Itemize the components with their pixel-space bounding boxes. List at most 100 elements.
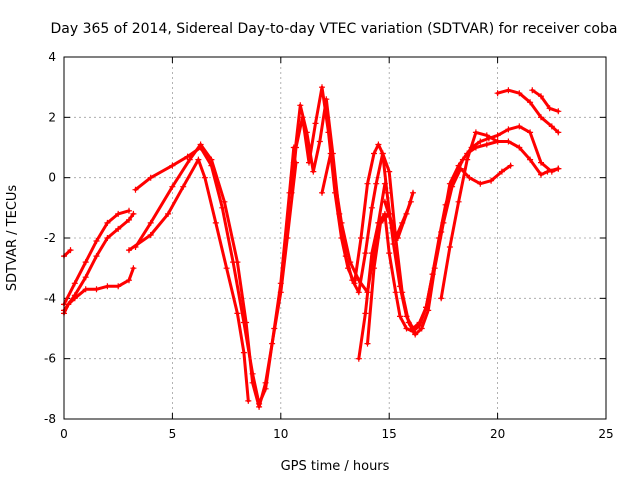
- data-point-marker: [115, 210, 122, 217]
- data-point-marker: [147, 219, 154, 226]
- data-point-marker: [262, 379, 269, 386]
- series-trace: [439, 130, 500, 300]
- data-point-marker: [316, 138, 323, 145]
- data-point-marker: [221, 198, 228, 205]
- data-point-marker: [494, 90, 501, 97]
- data-point-marker: [327, 150, 334, 157]
- data-point-marker: [82, 259, 89, 266]
- data-point-marker: [303, 129, 310, 136]
- data-point-marker: [494, 132, 501, 139]
- y-tick-label: 0: [48, 171, 56, 185]
- data-point-marker: [249, 379, 256, 386]
- y-tick-label: -8: [44, 412, 56, 426]
- series-trace: [357, 124, 560, 361]
- data-point-marker: [284, 235, 291, 241]
- data-point-marker: [201, 174, 208, 181]
- data-point-marker: [319, 189, 325, 196]
- data-point-marker: [245, 397, 252, 404]
- data-point-marker: [355, 355, 362, 362]
- data-point-marker: [364, 180, 371, 187]
- data-point-marker: [483, 141, 490, 148]
- series-1: [61, 210, 137, 314]
- data-point-marker: [104, 283, 111, 290]
- data-point-marker: [538, 114, 544, 121]
- data-point-marker: [442, 201, 449, 208]
- data-point-marker: [555, 108, 562, 115]
- data-point-marker: [379, 150, 386, 157]
- data-point-marker: [310, 168, 317, 175]
- data-point-marker: [555, 129, 562, 136]
- data-point-marker: [197, 141, 204, 148]
- data-point-marker: [288, 189, 295, 196]
- data-point-marker: [386, 168, 393, 175]
- data-point-marker: [527, 129, 534, 136]
- data-point-marker: [243, 319, 250, 326]
- data-point-marker: [386, 250, 393, 257]
- data-point-marker: [464, 156, 471, 163]
- data-point-marker: [82, 274, 89, 281]
- y-tick-label: -2: [44, 231, 56, 245]
- data-point-marker: [338, 219, 345, 226]
- data-point-marker: [323, 96, 330, 103]
- series-trace: [530, 88, 560, 113]
- data-point-marker: [364, 289, 371, 296]
- data-point-marker: [355, 289, 362, 296]
- series-trace: [290, 85, 560, 330]
- series-trace: [127, 158, 250, 403]
- data-point-marker: [483, 132, 490, 139]
- data-point-marker: [466, 174, 473, 181]
- data-point-marker: [388, 219, 395, 226]
- data-point-marker: [115, 225, 122, 232]
- data-point-marker: [169, 162, 176, 169]
- data-point-marker: [256, 403, 263, 410]
- data-point-marker: [494, 138, 501, 145]
- data-point-marker: [130, 210, 137, 217]
- data-point-marker: [384, 189, 390, 196]
- data-point-marker: [505, 87, 512, 94]
- data-point-marker: [126, 207, 132, 214]
- data-point-marker: [555, 165, 562, 172]
- data-point-marker: [527, 156, 534, 163]
- data-point-marker: [115, 283, 122, 290]
- data-point-marker: [516, 90, 523, 97]
- data-point-marker: [410, 328, 416, 335]
- data-point-marker: [529, 87, 536, 94]
- data-point-marker: [392, 289, 399, 296]
- data-point-marker: [234, 259, 241, 266]
- data-point-marker: [126, 216, 132, 223]
- data-point-marker: [429, 271, 436, 278]
- data-point-marker: [399, 289, 406, 296]
- series-4: [132, 144, 297, 407]
- data-point-marker: [477, 180, 484, 187]
- data-point-marker: [358, 235, 364, 241]
- data-point-marker: [472, 129, 479, 136]
- data-point-marker: [130, 265, 137, 272]
- data-point-marker: [403, 325, 410, 332]
- data-point-marker: [455, 198, 462, 205]
- data-point-marker: [381, 180, 388, 187]
- data-point-marker: [373, 180, 380, 187]
- data-point-marker: [397, 313, 403, 320]
- series-trace: [62, 212, 135, 312]
- data-point-marker: [208, 156, 215, 163]
- data-point-marker: [104, 219, 111, 226]
- data-point-marker: [240, 349, 247, 356]
- data-point-marker: [223, 265, 230, 272]
- data-point-marker: [312, 120, 319, 127]
- data-point-marker: [147, 174, 154, 181]
- y-tick-label: -6: [44, 352, 56, 366]
- series-13: [529, 87, 562, 115]
- data-point-marker: [416, 322, 423, 329]
- data-point-marker: [277, 289, 284, 296]
- series-trace: [320, 152, 387, 294]
- data-point-marker: [364, 340, 371, 347]
- plot-frame: [63, 56, 607, 420]
- data-point-marker: [505, 126, 512, 133]
- data-point-marker: [93, 286, 100, 293]
- x-tick-label: 15: [382, 427, 397, 441]
- chart-title: Day 365 of 2014, Sidereal Day-to-day VTE…: [51, 21, 618, 37]
- data-point-marker: [436, 235, 443, 241]
- data-point-marker: [546, 105, 553, 112]
- data-point-marker: [104, 235, 111, 241]
